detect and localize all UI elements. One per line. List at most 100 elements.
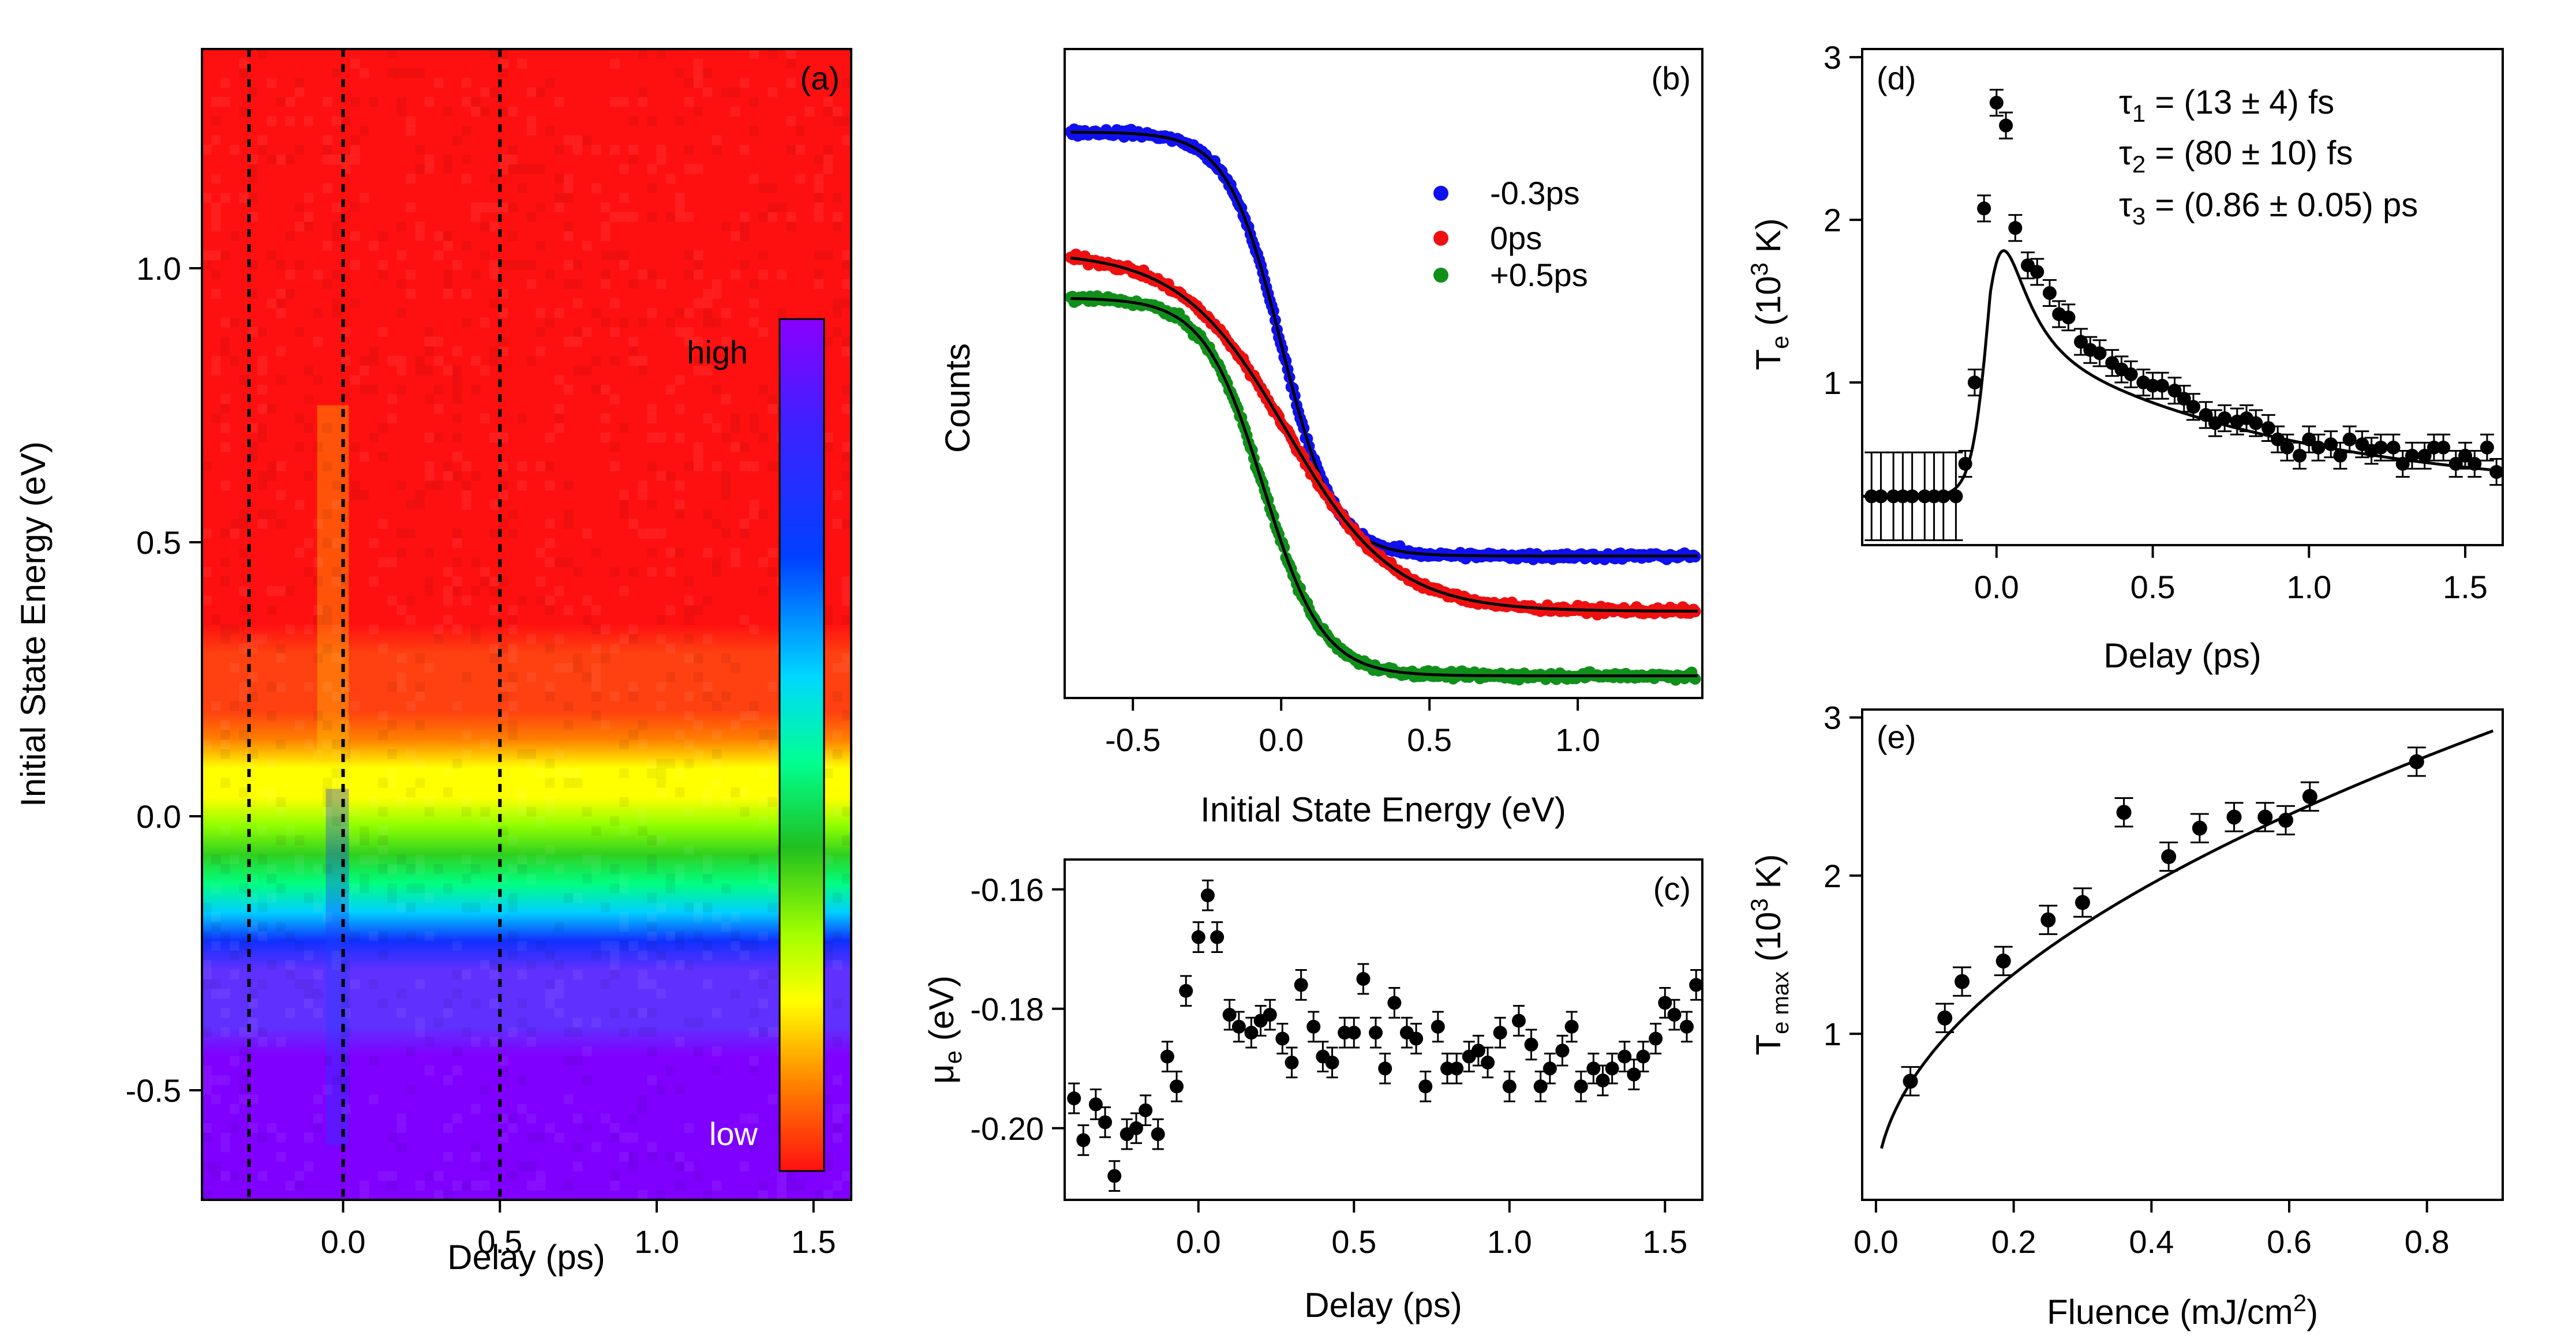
heatmap-pixel (452, 260, 462, 270)
heatmap-pixel (489, 260, 499, 270)
heatmap-pixel (508, 154, 518, 164)
heatmap-pixel (443, 566, 453, 577)
heatmap-pixel (424, 547, 435, 558)
heatmap-pixel (239, 1075, 249, 1085)
heatmap-pixel (758, 384, 768, 395)
heatmap-pixel (665, 1151, 676, 1162)
heatmap-pixel (480, 106, 490, 117)
heatmap-pixel (350, 835, 360, 846)
heatmap-pixel (285, 288, 295, 299)
heatmap-pixel (433, 481, 444, 491)
heatmap-pixel (563, 557, 574, 568)
heatmap-pixel (536, 202, 546, 213)
heatmap-pixel (693, 461, 703, 471)
heatmap-pixel (610, 1171, 620, 1181)
heatmap-pixel (508, 1171, 518, 1181)
x-tick-label: 0.8 (2405, 1224, 2450, 1260)
data-point (1222, 1008, 1237, 1022)
heatmap-pixel (378, 643, 388, 654)
heatmap-pixel (276, 461, 286, 471)
heatmap-pixel (230, 624, 239, 635)
x-tick-label: 0.2 (1991, 1224, 2036, 1260)
fit-line--0.3ps (1070, 130, 1698, 558)
heatmap-pixel (731, 720, 740, 730)
heatmap-pixel (526, 1180, 537, 1191)
fit-line-+0.5ps (1070, 297, 1698, 678)
heatmap-pixel (433, 1018, 444, 1028)
heatmap-pixel (749, 1008, 759, 1018)
heatmap-pixel (777, 1171, 787, 1181)
data-point (1555, 1044, 1570, 1058)
heatmap-pixel (378, 423, 388, 433)
heatmap-pixel (712, 279, 722, 290)
heatmap-pixel (294, 145, 305, 155)
heatmap-pixel (378, 845, 388, 855)
heatmap-pixel (480, 576, 490, 587)
heatmap-pixel (749, 279, 759, 290)
heatmap-pixel (591, 682, 601, 692)
heatmap-pixel (526, 749, 537, 759)
heatmap-pixel (693, 336, 703, 347)
heatmap-pixel (489, 1037, 499, 1047)
heatmap-pixel (350, 806, 360, 817)
heatmap-pixel (424, 663, 435, 673)
heatmap-pixel (572, 893, 583, 903)
heatmap-pixel (572, 1161, 583, 1172)
heatmap-pixel (230, 317, 239, 328)
heatmap-pixel (424, 1037, 435, 1047)
heatmap-pixel (758, 557, 768, 568)
heatmap-pixel (675, 481, 685, 491)
heatmap-pixel (499, 490, 508, 500)
heatmap-pixel (841, 576, 851, 587)
data-point (1658, 996, 1672, 1010)
data-point (2302, 789, 2317, 804)
heatmap-pixel (396, 902, 407, 913)
heatmap-pixel (601, 202, 611, 213)
heatmap-pixel (647, 212, 657, 222)
heatmap-pixel (480, 740, 490, 750)
heatmap-pixel (369, 356, 379, 366)
heatmap-pixel (220, 1132, 230, 1143)
heatmap-pixel (638, 481, 647, 491)
data-point (1306, 1019, 1321, 1034)
heatmap-pixel (619, 260, 629, 270)
heatmap-pixel (257, 854, 267, 865)
heatmap-pixel (647, 183, 657, 193)
data-point (2155, 378, 2169, 393)
data-point (1967, 376, 1982, 390)
panel-c-label: (c) (1653, 870, 1691, 907)
heatmap-pixel (462, 595, 471, 606)
heatmap-pixel (462, 317, 471, 328)
heatmap-pixel (452, 471, 462, 481)
heatmap-pixel (638, 490, 647, 500)
heatmap-pixel (443, 1123, 453, 1134)
heatmap-pixel (814, 193, 824, 203)
heatmap-pixel (285, 825, 295, 836)
heatmap-pixel (443, 365, 453, 376)
heatmap-pixel (517, 1075, 527, 1085)
heatmap-pixel (424, 893, 435, 903)
heatmap-pixel (572, 279, 583, 290)
heatmap-pixel (396, 222, 407, 232)
heatmap-pixel (675, 730, 685, 740)
panel-b-axes: -0.5 0.0 0.5 1.0 (1105, 698, 1600, 758)
heatmap-pixel (332, 481, 342, 491)
heatmap-pixel (619, 941, 629, 951)
heatmap-pixel (841, 806, 851, 817)
heatmap-pixel (211, 116, 221, 126)
heatmap-pixel (313, 749, 323, 759)
heatmap-pixel (387, 893, 397, 903)
heatmap-pixel (841, 873, 851, 884)
heatmap-pixel (294, 941, 305, 951)
heatmap-pixel (489, 500, 499, 510)
heatmap-pixel (702, 298, 713, 309)
heatmap-pixel (749, 97, 759, 107)
heatmap-pixel (777, 1190, 787, 1200)
heatmap-pixel (211, 1161, 221, 1172)
heatmap-pixel (563, 509, 574, 520)
heatmap-pixel (480, 566, 490, 577)
heatmap-pixel (387, 1180, 397, 1191)
heatmap-pixel (619, 490, 629, 500)
